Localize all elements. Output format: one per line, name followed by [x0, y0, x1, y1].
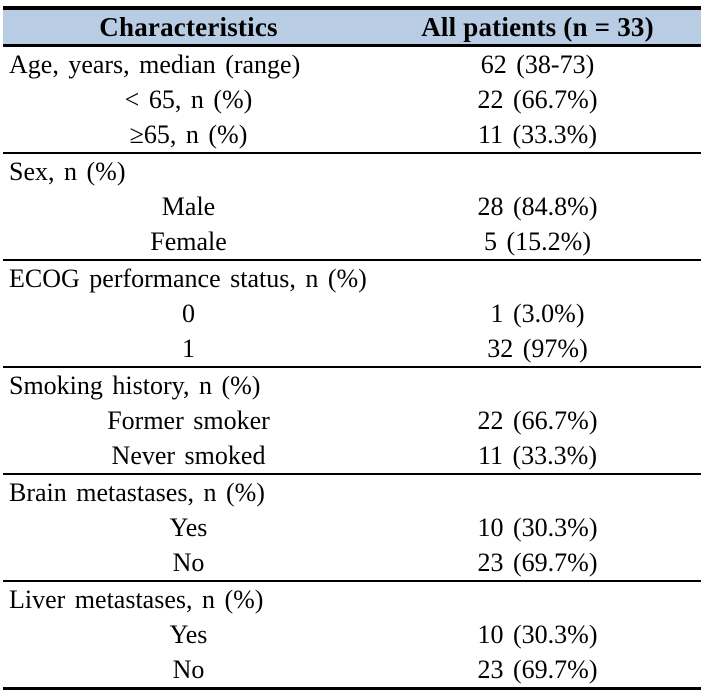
table-row: ≥65, n (%) 11 (33.3%) [3, 117, 701, 153]
row-value [374, 152, 701, 189]
table-body: Age, years, median (range) 62 (38-73) < 65… [3, 46, 701, 689]
row-label: ECOG performance status, n (%) [3, 259, 374, 296]
table-row: < 65, n (%) 22 (66.7%) [3, 82, 701, 117]
row-value: 11 (33.3%) [477, 120, 597, 149]
row-value [374, 259, 701, 296]
table-row: Liver metastases, n (%) [3, 580, 701, 617]
table-row: Female 5 (15.2%) [3, 224, 701, 260]
row-value: 32 (97%) [487, 334, 588, 363]
row-label: Age, years, median (range) [9, 50, 301, 79]
table-row: Never smoked 11 (33.3%) [3, 438, 701, 474]
row-value: 22 (66.7%) [477, 406, 598, 435]
row-value [374, 366, 701, 403]
row-value: 23 (69.7%) [477, 655, 598, 684]
row-label: Yes [169, 513, 208, 542]
row-label: Never smoked [111, 441, 266, 470]
table-row: Brain metastases, n (%) [3, 473, 701, 510]
column-header-all-patients: All patients (n = 33) [374, 8, 701, 47]
table-row: No 23 (69.7%) [3, 545, 701, 581]
table-row: Smoking history, n (%) [3, 366, 701, 403]
table-row: Sex, n (%) [3, 152, 701, 189]
row-label: No [172, 548, 205, 577]
row-label: Liver metastases, n (%) [3, 580, 374, 617]
row-label: No [172, 655, 205, 684]
table-row: Yes 10 (30.3%) [3, 617, 701, 652]
row-label: 0 [182, 299, 195, 328]
table-row: 0 1 (3.0%) [3, 296, 701, 331]
row-label: Yes [169, 620, 208, 649]
row-label: Male [161, 192, 216, 221]
table-row: Male 28 (84.8%) [3, 189, 701, 224]
row-value: 11 (33.3%) [477, 441, 597, 470]
row-label: Smoking history, n (%) [3, 366, 374, 403]
row-value: 5 (15.2%) [484, 227, 591, 256]
row-value: 23 (69.7%) [477, 548, 598, 577]
row-label: < 65, n (%) [124, 85, 253, 114]
table-row: Age, years, median (range) 62 (38-73) [3, 46, 701, 83]
row-value: 10 (30.3%) [477, 620, 598, 649]
row-label: Sex, n (%) [3, 152, 374, 189]
row-value: 22 (66.7%) [477, 85, 598, 114]
table-row: 1 32 (97%) [3, 331, 701, 367]
column-header-characteristics: Characteristics [3, 8, 374, 47]
row-label: Brain metastases, n (%) [3, 473, 374, 510]
row-value: 1 (3.0%) [490, 299, 585, 328]
row-value: 62 (38-73) [480, 50, 595, 79]
patient-characteristics-table: Characteristics All patients (n = 33) Ag… [3, 6, 701, 690]
row-label: Female [150, 227, 227, 256]
table-header-row: Characteristics All patients (n = 33) [3, 8, 701, 47]
row-label: 1 [182, 334, 195, 363]
row-value: 10 (30.3%) [477, 513, 598, 542]
table-row: No 23 (69.7%) [3, 652, 701, 689]
table-row: Yes 10 (30.3%) [3, 510, 701, 545]
table-row: ECOG performance status, n (%) [3, 259, 701, 296]
table-row: Former smoker 22 (66.7%) [3, 403, 701, 438]
row-value [374, 473, 701, 510]
table-header: Characteristics All patients (n = 33) [3, 8, 701, 47]
row-value [374, 580, 701, 617]
row-value: 28 (84.8%) [477, 192, 598, 221]
row-label: ≥65, n (%) [129, 120, 248, 149]
row-label: Former smoker [107, 406, 270, 435]
